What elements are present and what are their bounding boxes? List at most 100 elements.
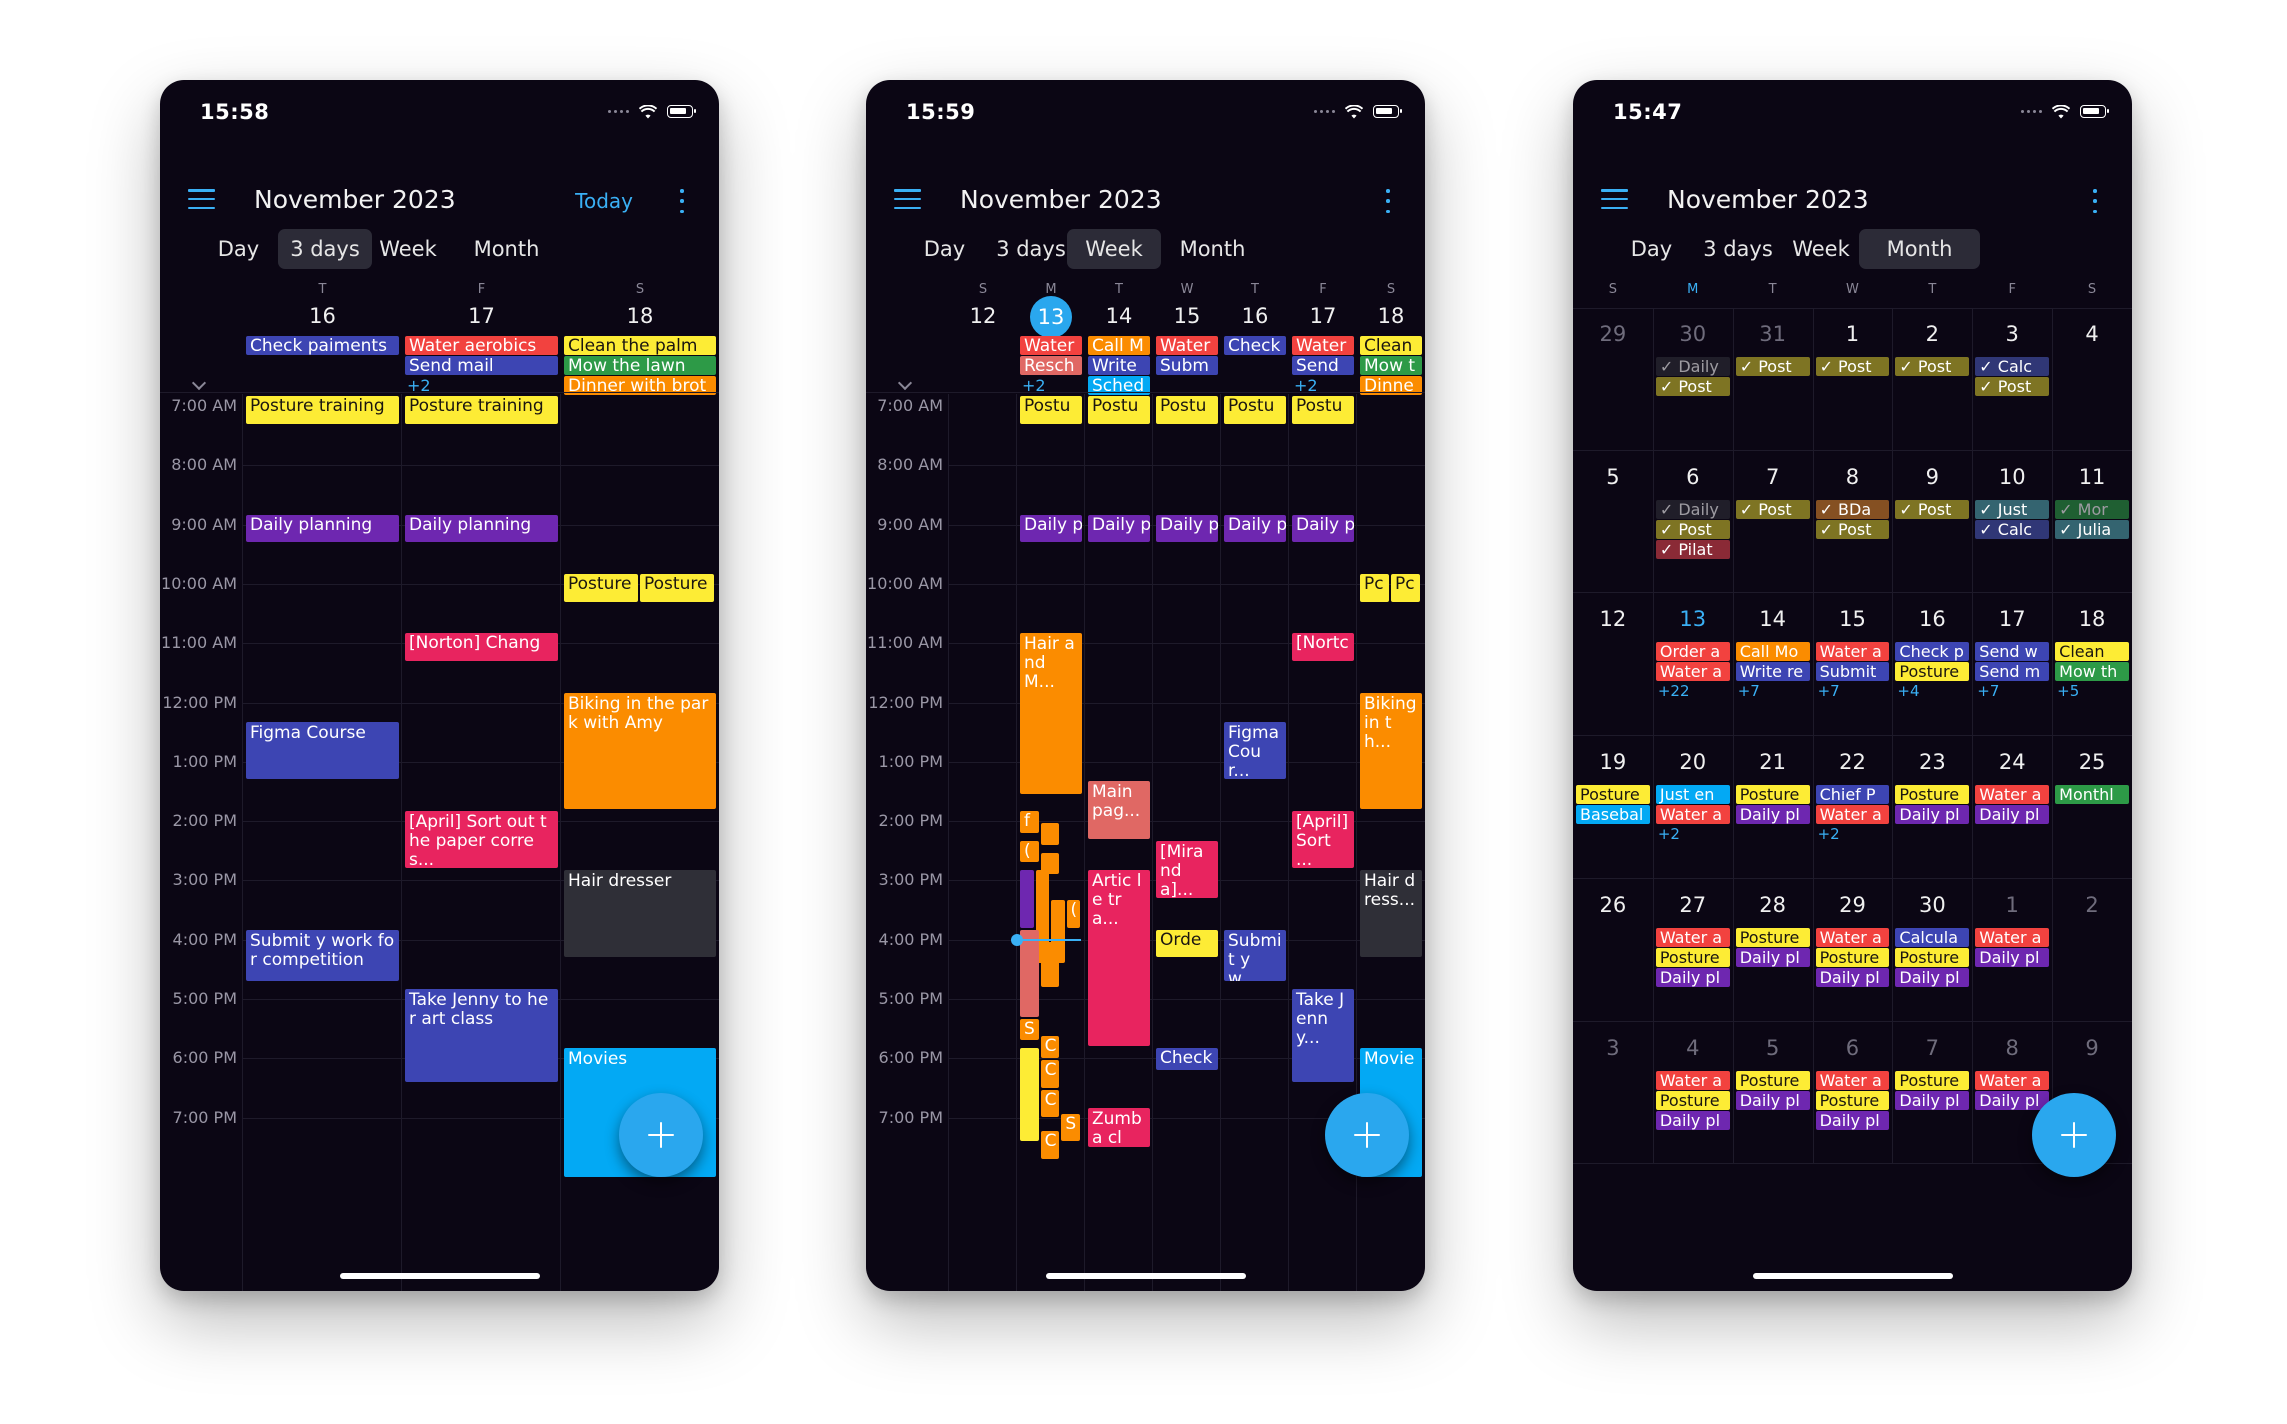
timed-event[interactable]: ( bbox=[1020, 840, 1039, 863]
timed-event[interactable]: Posture bbox=[640, 573, 714, 602]
all-day-event[interactable]: Water bbox=[1020, 336, 1082, 355]
month-event[interactable]: Send m bbox=[1975, 662, 2050, 682]
month-day-number[interactable]: 24 bbox=[1998, 750, 2026, 775]
month-event[interactable]: Mow th bbox=[2055, 662, 2129, 682]
more-events-link[interactable]: +7 bbox=[1737, 682, 1760, 701]
timed-event[interactable]: Figma Course bbox=[246, 722, 399, 780]
month-event[interactable]: ✓ Mor bbox=[2055, 499, 2129, 519]
timed-event[interactable] bbox=[1040, 941, 1060, 987]
month-event[interactable]: Daily pl bbox=[1735, 1090, 1810, 1110]
month-event[interactable]: Just en bbox=[1655, 785, 1730, 805]
timed-event[interactable]: [April] Sort out the paper corres... bbox=[405, 811, 558, 869]
month-day-number[interactable]: 4 bbox=[1686, 1035, 1700, 1060]
month-event[interactable]: Daily pl bbox=[1735, 947, 1810, 967]
month-event[interactable]: Water a bbox=[1655, 662, 1730, 682]
timed-event[interactable]: Figma Cour... bbox=[1224, 722, 1286, 780]
month-event[interactable]: Write re bbox=[1735, 662, 1810, 682]
timed-event[interactable]: Take J enny... bbox=[1292, 989, 1354, 1082]
month-event[interactable]: Posture bbox=[1735, 1070, 1810, 1090]
more-events-link[interactable]: +2 bbox=[407, 376, 431, 395]
more-options-icon[interactable] bbox=[679, 189, 685, 213]
month-event[interactable]: ✓ Daily bbox=[1655, 499, 1730, 519]
month-event[interactable]: Daily pl bbox=[1815, 1110, 1890, 1130]
timed-event[interactable]: Biking in th... bbox=[1360, 692, 1422, 810]
day-header-number[interactable]: 17 bbox=[1309, 304, 1337, 328]
month-event[interactable]: Monthl bbox=[2055, 785, 2129, 805]
month-event[interactable]: Water a bbox=[1815, 805, 1890, 825]
menu-icon[interactable] bbox=[1601, 189, 1628, 209]
month-event[interactable]: ✓ Post bbox=[1815, 357, 1890, 376]
day-header-number[interactable]: 18 bbox=[1377, 304, 1405, 328]
menu-icon[interactable] bbox=[894, 189, 921, 209]
day-header-number[interactable]: 15 bbox=[1173, 304, 1201, 328]
month-day-number[interactable]: 5 bbox=[1606, 464, 1620, 489]
timed-event[interactable]: Pc bbox=[1391, 573, 1420, 602]
timed-event[interactable]: Artic le tra... bbox=[1088, 870, 1150, 1047]
timed-event[interactable]: Pc bbox=[1360, 573, 1389, 602]
month-event[interactable]: Chief P bbox=[1815, 785, 1890, 805]
month-event[interactable]: Posture bbox=[1895, 1070, 1970, 1090]
month-event[interactable]: ✓ Just bbox=[1975, 499, 2050, 519]
month-day-number[interactable]: 15 bbox=[1839, 607, 1866, 632]
tab-week[interactable]: Week bbox=[1792, 237, 1850, 261]
more-options-icon[interactable] bbox=[1385, 189, 1391, 213]
day-header-number[interactable]: 18 bbox=[626, 304, 654, 328]
month-event[interactable]: Submit bbox=[1815, 662, 1890, 682]
day-header-number[interactable]: 12 bbox=[969, 304, 997, 328]
timed-event[interactable]: Daily p bbox=[1156, 514, 1218, 543]
all-day-event[interactable]: Mow the lawn bbox=[564, 356, 716, 375]
timed-event[interactable]: Posture training bbox=[405, 396, 558, 424]
month-day-number[interactable]: 13 bbox=[1679, 607, 1707, 632]
more-events-link[interactable]: +5 bbox=[2057, 682, 2080, 701]
day-header-number[interactable]: 16 bbox=[1241, 304, 1269, 328]
month-event[interactable]: ✓ Calc bbox=[1975, 357, 2050, 376]
timed-event[interactable]: Daily p bbox=[1020, 514, 1082, 543]
month-event[interactable]: Posture bbox=[1895, 785, 1970, 805]
month-day-number[interactable]: 29 bbox=[1599, 322, 1627, 346]
month-day-number[interactable]: 10 bbox=[1998, 464, 2026, 489]
timed-event[interactable]: Hair and M... bbox=[1020, 633, 1082, 795]
tab-day[interactable]: Day bbox=[1630, 237, 1673, 261]
month-day-number[interactable]: 7 bbox=[1925, 1035, 1940, 1060]
tab-month[interactable]: Month bbox=[473, 237, 540, 261]
month-event[interactable]: ✓ Post bbox=[1895, 499, 1970, 519]
month-event[interactable]: Daily pl bbox=[1815, 967, 1890, 987]
month-day-number[interactable]: 19 bbox=[1599, 750, 1627, 775]
month-event[interactable]: ✓ Pilat bbox=[1655, 539, 1730, 559]
month-event[interactable]: Water a bbox=[1975, 927, 2050, 947]
month-day-number[interactable]: 6 bbox=[1686, 464, 1700, 489]
all-day-event[interactable]: Resch bbox=[1020, 356, 1082, 375]
more-events-link[interactable]: +7 bbox=[1977, 682, 2000, 701]
tab-week[interactable]: Week bbox=[379, 237, 437, 261]
month-day-number[interactable]: 17 bbox=[1998, 607, 2026, 632]
timed-event[interactable] bbox=[1020, 929, 1039, 1017]
month-event[interactable]: ✓ Julia bbox=[2055, 519, 2129, 539]
timed-event[interactable]: Submi t y w... bbox=[1224, 929, 1286, 982]
all-day-event[interactable]: Clean bbox=[1360, 336, 1422, 355]
timed-event[interactable]: [Mira nda]... bbox=[1156, 840, 1218, 899]
month-day-number[interactable]: 3 bbox=[2005, 322, 2019, 346]
month-event[interactable]: Daily pl bbox=[1735, 805, 1810, 825]
month-day-number[interactable]: 25 bbox=[2078, 750, 2106, 775]
timed-event[interactable]: f bbox=[1020, 811, 1039, 833]
timed-event[interactable]: [Nortc bbox=[1292, 633, 1354, 661]
timed-event[interactable]: Posture training bbox=[246, 396, 399, 424]
month-event[interactable]: Daily pl bbox=[1655, 1110, 1730, 1130]
timed-event[interactable]: Check bbox=[1156, 1048, 1218, 1071]
month-event[interactable]: Water a bbox=[1655, 927, 1730, 947]
month-event[interactable]: Daily pl bbox=[1655, 967, 1730, 987]
month-day-number[interactable]: 12 bbox=[1599, 607, 1627, 632]
month-day-number[interactable]: 14 bbox=[1759, 607, 1786, 632]
all-day-event[interactable]: Check bbox=[1224, 336, 1286, 355]
timed-event[interactable]: Postu bbox=[1292, 396, 1354, 424]
more-events-link[interactable]: +4 bbox=[1897, 682, 1920, 701]
month-event[interactable]: Send w bbox=[1975, 642, 2050, 662]
month-day-number[interactable]: 23 bbox=[1918, 750, 1946, 775]
all-day-event[interactable]: Dinner with brot bbox=[564, 376, 716, 395]
timed-event[interactable]: Orde bbox=[1156, 929, 1218, 958]
month-event[interactable]: Order a bbox=[1655, 642, 1730, 662]
timed-event[interactable]: Take Jenny to her art class bbox=[405, 989, 558, 1082]
timed-event[interactable]: Postu bbox=[1156, 396, 1218, 424]
more-events-link[interactable]: +2 bbox=[1294, 376, 1318, 395]
month-event[interactable]: ✓ Post bbox=[1655, 377, 1730, 396]
